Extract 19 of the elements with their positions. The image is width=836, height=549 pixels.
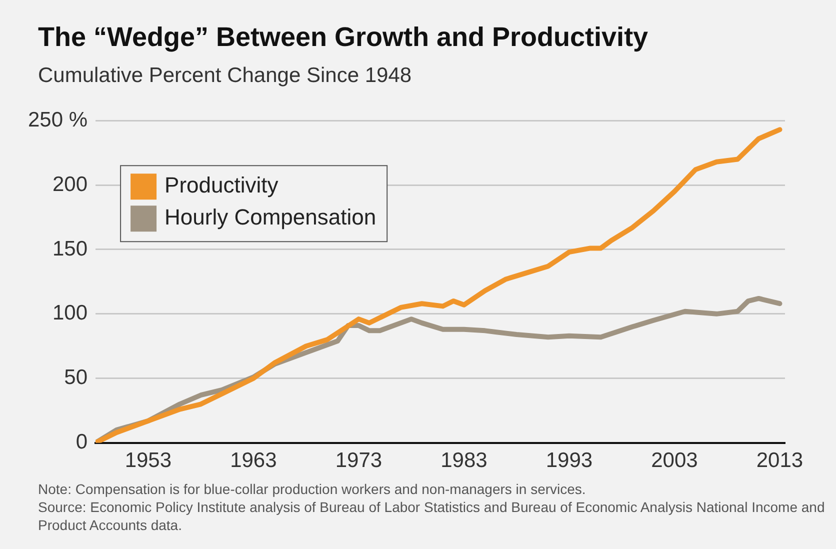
text: Note: Compensation is for blue-collar production workers and non-managers in services. <box>38 480 587 498</box>
y-tick-label: 0 <box>76 430 88 454</box>
y-tick-label: 200 <box>52 172 88 196</box>
y-tick-label: 100 <box>52 302 88 325</box>
source-note: Source: Economic Policy Institute analysis of Bureau of Labor Statistics and Bureau of Economic Analysis National Income and Product Accounts data. <box>38 498 826 534</box>
chart-subtitle: Cumulative Percent Change Since 1948 <box>38 64 412 88</box>
y-tick-label: 50 <box>64 366 88 390</box>
y-tick-label: 150 <box>52 237 88 260</box>
y-tick-label: 250 % <box>28 108 88 132</box>
x-tick-label: 2003 <box>651 449 698 472</box>
x-tick-label: 1963 <box>230 449 277 472</box>
chart-title: The “Wedge” Between Growth and Productivity <box>38 22 648 53</box>
x-tick-label: 1993 <box>546 449 593 472</box>
x-tick-label: 1983 <box>440 449 488 472</box>
legend-label: Productivity <box>164 172 278 198</box>
x-tick-label: 1953 <box>124 449 172 472</box>
x-tick-label: 2013 <box>756 449 804 472</box>
legend-label: Hourly Compensation <box>164 204 376 230</box>
x-tick-label: 1973 <box>335 449 382 472</box>
